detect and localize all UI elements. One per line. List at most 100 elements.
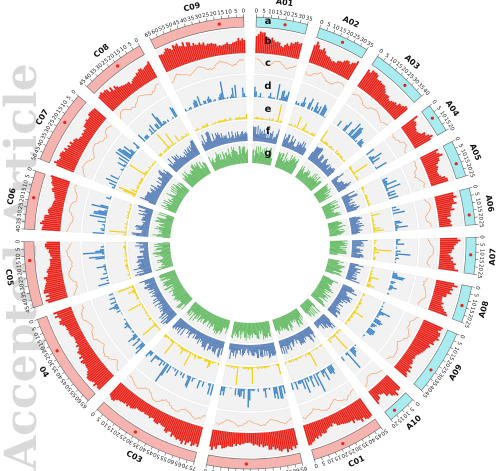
bar-d — [373, 320, 381, 326]
bar-b — [140, 402, 149, 413]
bar-g — [207, 313, 213, 321]
bar-f — [145, 209, 153, 213]
bar-g — [191, 164, 203, 179]
bar-g — [318, 198, 326, 203]
bar-b — [324, 56, 331, 69]
bar-e — [351, 170, 354, 173]
bar-g — [328, 224, 340, 228]
track-letter-e: e — [265, 104, 272, 115]
bar-e — [372, 226, 375, 228]
bar-e — [353, 175, 355, 177]
bar-g — [158, 233, 171, 236]
tick-mark — [348, 446, 351, 449]
tick-label: 20 — [112, 428, 122, 437]
bar-b — [64, 320, 78, 327]
bar-g — [297, 168, 305, 179]
bar-b — [375, 90, 387, 102]
bar-f — [342, 195, 350, 200]
bar-f — [346, 275, 357, 280]
bar-d — [137, 336, 139, 338]
bar-g — [275, 153, 281, 168]
bar-g — [298, 171, 306, 181]
bar-d — [209, 98, 212, 103]
bar-g — [173, 290, 187, 301]
chrom-label-a01: A01 — [275, 0, 294, 8]
tick-mark — [112, 423, 115, 427]
ideogram-a05 — [442, 141, 467, 180]
bar-e — [128, 302, 142, 312]
tick-label: 40 — [426, 383, 435, 393]
bar-d — [293, 382, 295, 384]
tick-mark — [34, 319, 38, 321]
bar-e — [164, 150, 167, 153]
bar-f — [232, 343, 236, 357]
bar-d — [230, 94, 233, 99]
bar-b — [66, 321, 78, 329]
bar-b — [120, 85, 131, 97]
bar-e — [202, 357, 204, 359]
tick-label: 0 — [430, 99, 437, 106]
bar-b — [93, 107, 107, 120]
bar-g — [290, 159, 300, 175]
bar-e — [372, 223, 375, 225]
bar-d — [342, 124, 348, 131]
bar-e — [166, 147, 170, 150]
bar-g — [301, 171, 311, 183]
bar-f — [175, 161, 182, 169]
bar-e — [349, 168, 353, 171]
bar-g — [323, 206, 336, 212]
bar-f — [160, 184, 165, 188]
bar-d — [300, 379, 303, 383]
bar-d — [360, 337, 362, 339]
bar-b — [78, 345, 92, 355]
bar-g — [312, 292, 319, 298]
bar-e — [136, 192, 137, 194]
track-bg-c — [75, 120, 122, 181]
bar-e — [334, 333, 336, 335]
bar-d — [384, 179, 397, 187]
bar-g — [305, 173, 318, 187]
bar-g — [166, 215, 175, 219]
tick-label: 10 — [119, 44, 129, 53]
bar-g — [189, 169, 200, 182]
bar-b — [81, 135, 91, 142]
bar-f — [137, 258, 150, 262]
bar-g — [225, 152, 230, 166]
bar-e — [359, 299, 362, 302]
centromere-marker — [28, 258, 32, 263]
bar-e — [127, 273, 131, 276]
bar-e — [146, 314, 150, 317]
bar-f — [309, 147, 321, 161]
tick-mark — [40, 333, 43, 335]
bar-g — [235, 321, 238, 336]
bar-g — [329, 247, 340, 249]
bar-b — [396, 362, 408, 373]
bar-e — [127, 211, 130, 214]
tick-mark — [472, 201, 476, 203]
bar-g — [183, 171, 197, 185]
bar-f — [158, 169, 171, 180]
tick-label: 30 — [359, 37, 368, 46]
bar-g — [258, 322, 261, 335]
centromere-marker — [429, 368, 433, 372]
bar-e — [294, 358, 297, 361]
bar-e — [127, 270, 130, 272]
bar-f — [146, 194, 158, 201]
bar-g — [195, 164, 206, 178]
bar-e — [272, 118, 274, 122]
bar-g — [176, 295, 191, 308]
bar-f — [342, 284, 355, 292]
bar-e — [204, 125, 207, 128]
tick-label: 10 — [451, 345, 460, 354]
bar-g — [161, 230, 171, 233]
bar-g — [231, 156, 234, 165]
bar-b — [388, 103, 401, 115]
bar-e — [174, 135, 180, 142]
bar-g — [313, 183, 329, 195]
bar-b — [333, 60, 342, 74]
bar-f — [157, 184, 164, 190]
bar-b — [377, 382, 390, 395]
bar-d — [285, 91, 290, 102]
tick-label: 0 — [71, 89, 78, 96]
